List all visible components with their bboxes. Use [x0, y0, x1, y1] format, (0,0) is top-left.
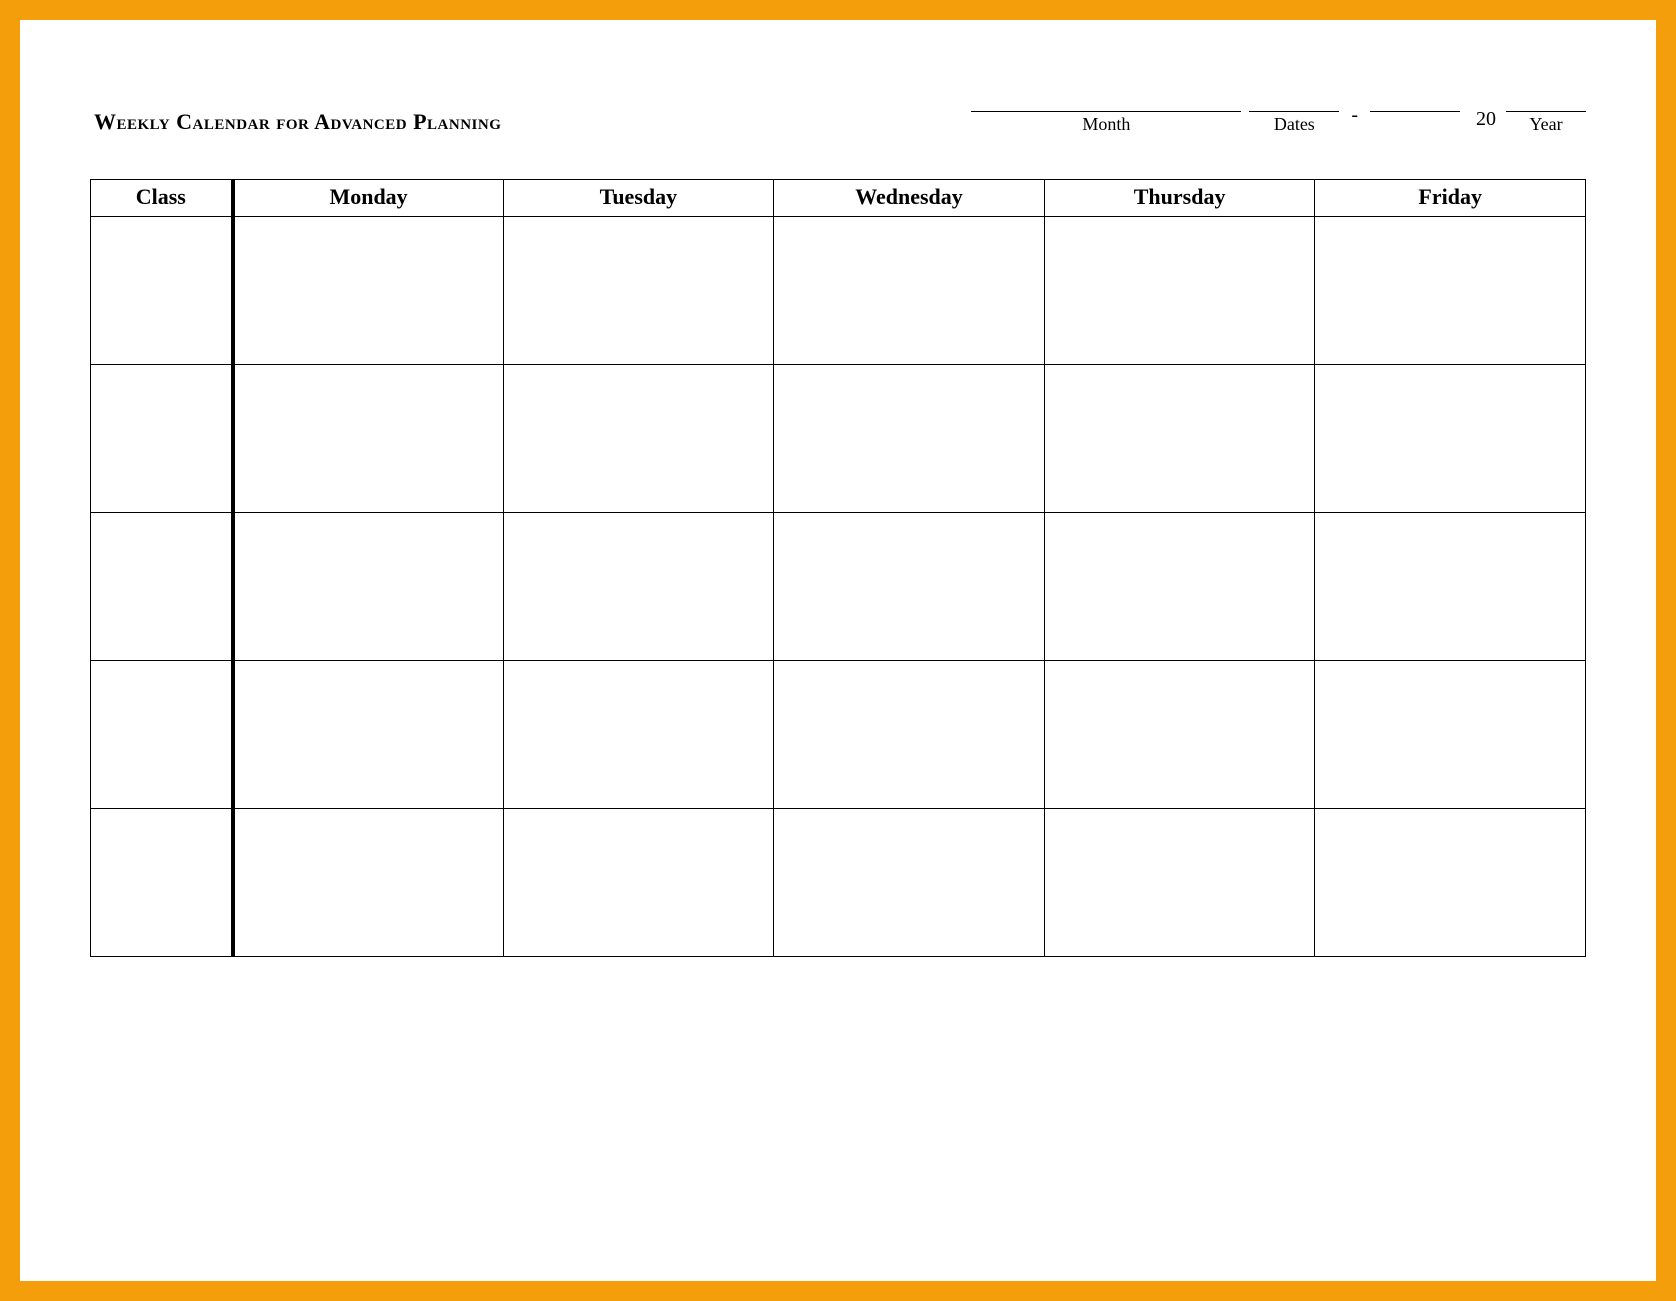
cell-tuesday[interactable] — [503, 661, 774, 809]
table-row — [91, 513, 1586, 661]
weekly-calendar-table: Class Monday Tuesday Wednesday Thursday … — [90, 179, 1586, 957]
cell-thursday[interactable] — [1044, 809, 1315, 957]
cell-thursday[interactable] — [1044, 217, 1315, 365]
cell-thursday[interactable] — [1044, 365, 1315, 513]
year-field[interactable]: Year — [1506, 90, 1586, 135]
page-title: Weekly Calendar for Advanced Planning — [90, 109, 501, 135]
cell-class[interactable] — [91, 513, 233, 661]
month-underline — [971, 90, 1241, 112]
cell-friday[interactable] — [1315, 217, 1586, 365]
cell-class[interactable] — [91, 661, 233, 809]
header-row: Weekly Calendar for Advanced Planning Mo… — [90, 90, 1586, 135]
col-header-class: Class — [91, 180, 233, 217]
col-header-friday: Friday — [1315, 180, 1586, 217]
cell-class[interactable] — [91, 365, 233, 513]
col-header-wednesday: Wednesday — [774, 180, 1045, 217]
year-label: Year — [1529, 114, 1562, 135]
month-field[interactable]: Month — [971, 90, 1241, 135]
dates-end-underline — [1370, 90, 1460, 112]
cell-monday[interactable] — [233, 217, 504, 365]
cell-friday[interactable] — [1315, 661, 1586, 809]
table-row — [91, 365, 1586, 513]
dates-label: Dates — [1274, 114, 1315, 135]
cell-thursday[interactable] — [1044, 661, 1315, 809]
cell-tuesday[interactable] — [503, 217, 774, 365]
cell-monday[interactable] — [233, 365, 504, 513]
dates-end-spacer — [1413, 114, 1418, 135]
page-content: Weekly Calendar for Advanced Planning Mo… — [90, 90, 1586, 1211]
cell-friday[interactable] — [1315, 365, 1586, 513]
col-header-tuesday: Tuesday — [503, 180, 774, 217]
cell-friday[interactable] — [1315, 513, 1586, 661]
dates-field[interactable]: Dates — [1249, 90, 1339, 135]
cell-monday[interactable] — [233, 513, 504, 661]
month-label: Month — [1082, 114, 1130, 135]
table-body — [91, 217, 1586, 957]
cell-tuesday[interactable] — [503, 513, 774, 661]
cell-wednesday[interactable] — [774, 365, 1045, 513]
year-underline — [1506, 90, 1586, 112]
dash-separator: - — [1351, 104, 1358, 127]
col-header-thursday: Thursday — [1044, 180, 1315, 217]
calendar-wrap: Class Monday Tuesday Wednesday Thursday … — [90, 179, 1586, 957]
cell-class[interactable] — [91, 809, 233, 957]
cell-monday[interactable] — [233, 661, 504, 809]
cell-tuesday[interactable] — [503, 365, 774, 513]
cell-tuesday[interactable] — [503, 809, 774, 957]
cell-wednesday[interactable] — [774, 217, 1045, 365]
table-header-row: Class Monday Tuesday Wednesday Thursday … — [91, 180, 1586, 217]
cell-monday[interactable] — [233, 809, 504, 957]
document-frame: Weekly Calendar for Advanced Planning Mo… — [0, 0, 1676, 1301]
date-meta-block: Month Dates - 20 Year — [971, 90, 1586, 135]
col-header-monday: Monday — [233, 180, 504, 217]
cell-wednesday[interactable] — [774, 513, 1045, 661]
cell-thursday[interactable] — [1044, 513, 1315, 661]
cell-wednesday[interactable] — [774, 809, 1045, 957]
dates-end-field[interactable] — [1370, 90, 1460, 135]
cell-friday[interactable] — [1315, 809, 1586, 957]
table-row — [91, 217, 1586, 365]
table-row — [91, 661, 1586, 809]
cell-wednesday[interactable] — [774, 661, 1045, 809]
cell-class[interactable] — [91, 217, 233, 365]
dates-underline — [1249, 90, 1339, 112]
table-row — [91, 809, 1586, 957]
year-prefix: 20 — [1476, 108, 1496, 131]
